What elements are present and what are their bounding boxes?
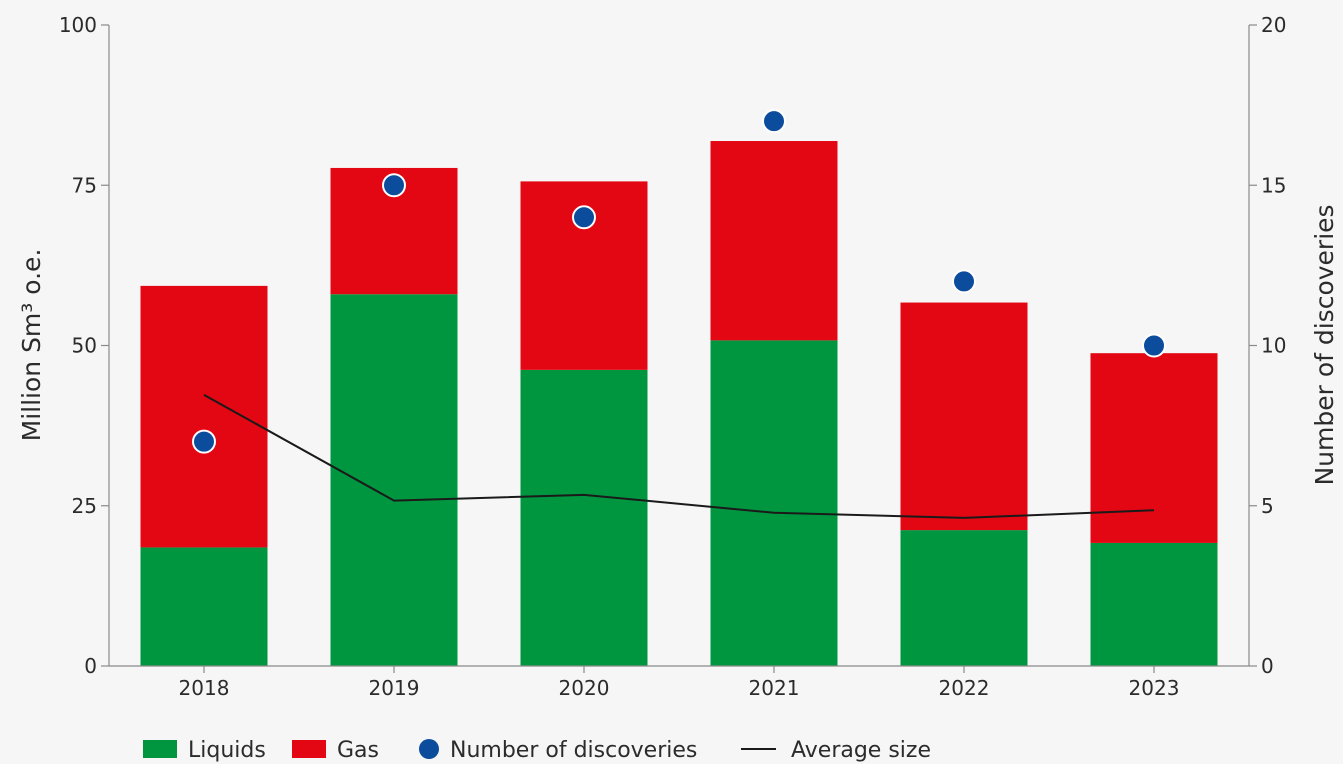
- bar-liquids-2020: [520, 369, 648, 666]
- bar-liquids-2021: [710, 340, 838, 666]
- legend-label-liquids: Liquids: [188, 738, 266, 763]
- left-tick-label: 0: [84, 654, 97, 678]
- right-tick-label: 15: [1261, 173, 1286, 197]
- left-tick-label: 100: [59, 13, 97, 37]
- left-tick-label: 25: [72, 494, 97, 518]
- right-axis-title: Number of discoveries: [1310, 204, 1339, 485]
- bars-layer: [140, 141, 1218, 666]
- discovery-point-2020: [572, 205, 596, 230]
- x-tick-label-2019: 2019: [369, 676, 420, 700]
- bar-gas-2018: [140, 285, 268, 548]
- left-axis-ticks: 0 25 50 75 100: [59, 13, 109, 678]
- legend-label-gas: Gas: [337, 738, 379, 763]
- average-size-line: [203, 393, 1155, 519]
- discovery-point-2023: [1142, 333, 1166, 358]
- x-tick-label-2021: 2021: [749, 676, 800, 700]
- right-tick-label: 0: [1261, 654, 1274, 678]
- left-axis-title: Million Sm³ o.e.: [17, 249, 46, 442]
- x-axis-ticks: 2018 2019 2020 2021 2022 2023: [179, 666, 1180, 700]
- x-tick-label-2023: 2023: [1129, 676, 1180, 700]
- right-tick-label: 20: [1261, 13, 1286, 37]
- x-tick-label-2020: 2020: [559, 676, 610, 700]
- bar-liquids-2019: [330, 294, 458, 666]
- legend-swatch-discoveries: [419, 739, 439, 759]
- legend-swatch-liquids: [143, 740, 177, 758]
- right-axis-ticks: 0 5 10 15 20: [1249, 13, 1286, 678]
- right-tick-label: 10: [1261, 334, 1286, 358]
- average-size-line-layer: [203, 393, 1155, 519]
- discovery-point-2019: [382, 173, 406, 198]
- right-tick-label: 5: [1261, 494, 1274, 518]
- left-tick-label: 75: [72, 173, 97, 197]
- bar-liquids-2022: [900, 530, 1028, 666]
- bar-gas-2021: [710, 141, 838, 341]
- discovery-point-2021: [762, 109, 786, 134]
- discovery-point-2022: [952, 269, 976, 294]
- bar-liquids-2018: [140, 547, 268, 666]
- bar-gas-2023: [1090, 353, 1218, 543]
- discovery-point-2018: [192, 429, 216, 454]
- legend: Liquids Gas Number of discoveries Averag…: [143, 738, 931, 763]
- discovery-points-layer: [192, 109, 1166, 454]
- left-tick-label: 50: [72, 334, 97, 358]
- legend-label-discoveries: Number of discoveries: [450, 738, 697, 763]
- x-tick-label-2018: 2018: [179, 676, 230, 700]
- x-tick-label-2022: 2022: [939, 676, 990, 700]
- legend-label-average-size: Average size: [791, 738, 931, 763]
- bar-gas-2022: [900, 302, 1028, 531]
- legend-swatch-gas: [292, 740, 326, 758]
- bar-liquids-2023: [1090, 542, 1218, 666]
